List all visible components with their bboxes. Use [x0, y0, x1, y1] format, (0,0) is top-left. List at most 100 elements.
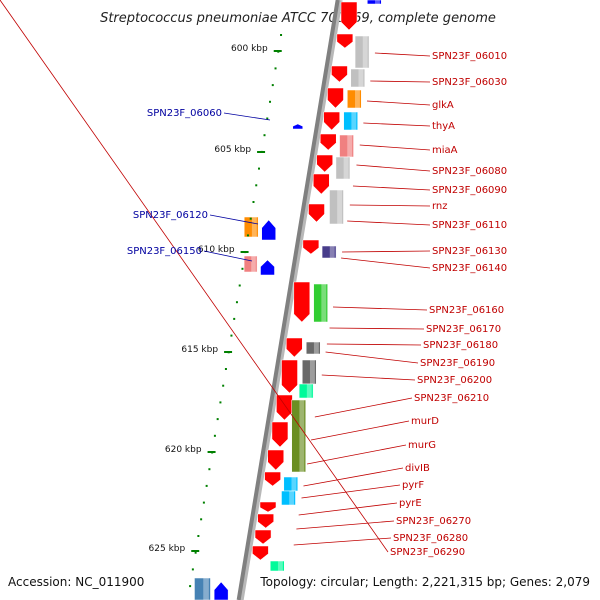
label-leader-line: [296, 520, 395, 530]
label-leader-line: [352, 185, 431, 191]
gene-label: SPN23F_06180: [423, 340, 498, 351]
gene-label: SPN23F_06120: [133, 210, 208, 221]
annotation-block: [313, 283, 328, 323]
label-leader-line: [326, 343, 422, 346]
label-leader-line: [329, 327, 425, 330]
label-leader-line: [321, 374, 416, 381]
minor-tick: [263, 134, 266, 137]
accession-label: Accession: NC_011900: [8, 575, 144, 589]
genome-backbone: [236, 0, 340, 600]
gene-label: SPN23F_06290: [390, 547, 465, 558]
label-leader-line: [325, 351, 419, 364]
gene-label: SPN23F_06080: [432, 166, 507, 177]
red-gene-arrow: [271, 421, 289, 448]
red-gene-arrow: [308, 203, 325, 223]
gene-label: SPN23F_06280: [393, 533, 468, 544]
minor-tick: [252, 201, 255, 203]
red-gene-arrow: [264, 471, 281, 487]
scale-label: 610 kbp: [198, 245, 235, 255]
annotation-block-highlight: [309, 360, 315, 384]
label-leader-line: [314, 397, 413, 418]
blue-gene-arrow: [213, 581, 229, 600]
label-leader-line: [310, 420, 410, 441]
minor-tick: [269, 100, 272, 103]
gene-label: SPN23F_06110: [432, 220, 507, 231]
label-leader-line: [332, 306, 428, 311]
label-leader-line: [303, 467, 404, 487]
label-leader-line: [223, 112, 271, 121]
minor-tick: [280, 34, 283, 36]
annotation-block: [335, 156, 351, 180]
blue-gene-arrow: [292, 123, 304, 130]
red-gene-arrow: [319, 133, 337, 151]
minor-tick: [224, 368, 227, 370]
red-gene-arrow: [254, 529, 272, 545]
red-gene-arrow: [316, 154, 333, 173]
minor-tick: [271, 84, 274, 87]
minor-tick: [205, 484, 208, 487]
label-leader-line: [203, 250, 253, 262]
gene-label: SPN23F_06030: [432, 77, 507, 88]
gene-label: murG: [408, 440, 436, 451]
minor-tick: [200, 518, 203, 521]
map-title: Streptococcus pneumoniae ATCC 700669, co…: [100, 11, 496, 26]
annotation-block-highlight: [289, 491, 295, 505]
left-annotation-block: [194, 577, 211, 600]
gene-label: SPN23F_06270: [396, 516, 471, 527]
gene-label: SPN23F_06090: [432, 185, 507, 196]
red-gene-arrow: [313, 173, 330, 195]
gene-label: SPN23F_06060: [147, 108, 222, 119]
label-leader-line: [0, 0, 389, 553]
minor-tick: [191, 568, 194, 571]
gene-label: SPN23F_06170: [426, 324, 501, 335]
gene-label: SPN23F_06010: [432, 51, 507, 62]
annotation-block-highlight: [306, 384, 312, 398]
minor-tick: [255, 184, 258, 187]
red-gene-arrow: [331, 65, 348, 83]
red-gene-arrow: [327, 87, 344, 109]
red-gene-arrow: [257, 513, 274, 529]
label-leader-line: [363, 122, 431, 127]
annotation-block: [350, 68, 366, 88]
scale-label: 615 kbp: [181, 345, 218, 355]
annotation-block: [281, 490, 296, 506]
label-leader-line: [342, 250, 431, 253]
gene-label: glkA: [432, 100, 454, 111]
minor-tick: [230, 334, 233, 337]
red-gene-arrow: [252, 545, 269, 561]
blue-gene-arrow: [260, 259, 275, 276]
red-gene-arrow: [259, 501, 277, 513]
minor-tick: [208, 468, 211, 471]
annotation-block-highlight: [355, 90, 360, 108]
label-leader-line: [307, 444, 407, 465]
gene-label: SPN23F_06190: [420, 358, 495, 369]
minor-tick: [249, 217, 252, 220]
gene-label: SPN23F_06130: [432, 246, 507, 257]
annotation-block-highlight: [337, 190, 343, 224]
scale-label: 605 kbp: [214, 145, 251, 155]
gene-label: miaA: [432, 145, 458, 156]
gene-label: thyA: [432, 121, 455, 132]
label-leader-line: [356, 164, 431, 172]
left-annotation-block-highlight: [251, 256, 256, 272]
annotation-block-highlight: [329, 246, 335, 258]
red-gene-arrow: [302, 239, 320, 255]
minor-tick: [238, 284, 241, 287]
gene-label: SPN23F_06150: [127, 246, 202, 257]
gene-label: divIB: [405, 463, 430, 474]
label-leader-line: [347, 220, 431, 226]
gene-label: murD: [411, 416, 439, 427]
annotation-block: [305, 341, 321, 355]
annotation-block: [354, 35, 370, 69]
red-gene-arrow: [281, 359, 298, 394]
minor-tick: [202, 501, 205, 504]
minor-tick: [213, 434, 216, 437]
scale-label: 625 kbp: [149, 544, 186, 554]
label-leader-line: [209, 214, 259, 225]
minor-tick: [246, 234, 249, 237]
annotation-block: [329, 189, 344, 225]
red-gene-arrow: [286, 337, 303, 358]
gene-label: rnz: [432, 201, 448, 212]
